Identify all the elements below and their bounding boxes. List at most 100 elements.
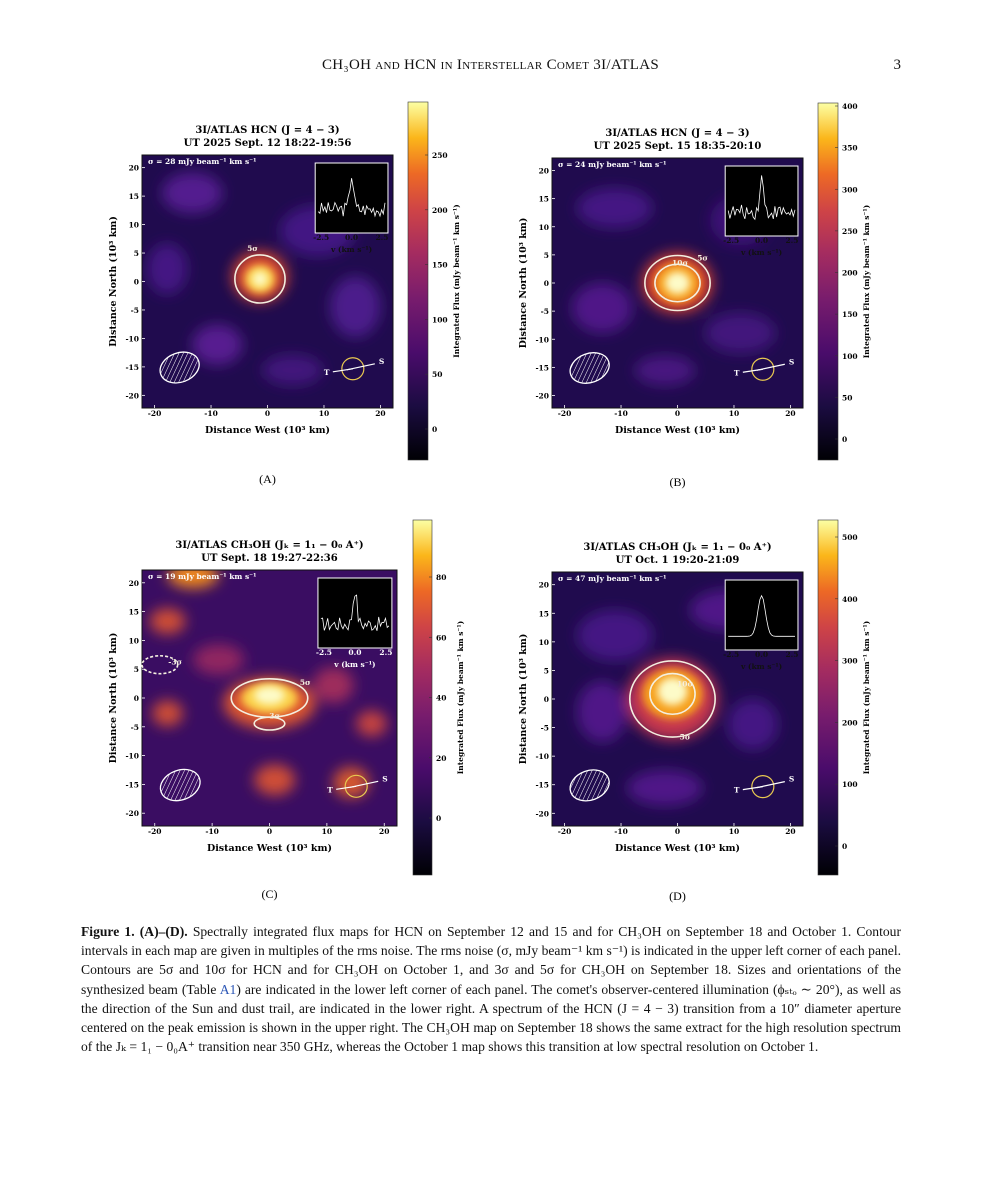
illumination [751,357,775,381]
inset-spectrum [317,178,386,218]
trail-label: T [734,368,740,377]
colorbar-tick-label: 300 [842,185,858,194]
emission-blob [149,608,186,634]
colorbar-tick-label: 100 [842,780,858,789]
emission-blob [627,770,703,806]
x-tick-label: -20 [558,409,572,418]
trail-arrow [742,786,763,791]
y-tick-label: -10 [535,335,549,344]
trail-arrow [742,368,763,373]
emission-blob [167,570,219,588]
colorbar-tick-label: 60 [436,633,446,642]
y-tick-label: 20 [129,579,139,588]
panel-title: 3I/ATLAS CH₃OH (Jₖ = 1₁ − 0₀ A⁺) [583,542,771,553]
y-tick-label: 0 [134,694,139,703]
inset-tick-label: 0.0 [755,650,768,659]
inset [724,579,799,651]
y-tick-label: 10 [539,638,549,647]
emission-blob [356,710,387,737]
panel-label: (D) [669,889,686,903]
contour [644,254,711,312]
core [664,271,691,295]
emission-blob [254,686,285,705]
x-tick-label: -10 [204,409,218,418]
y-tick-label: -20 [535,809,549,818]
emission [147,172,381,386]
y-tick-label: -5 [131,306,139,315]
colorbar-tick-label: 200 [432,206,448,215]
panel-label: (A) [259,472,276,486]
y-tick-label: -20 [125,809,139,818]
inset-axis-label: v (km s⁻¹) [740,662,782,671]
colorbar-tick-label: 200 [842,718,858,727]
inset [317,577,393,649]
page-number: 3 [893,57,902,73]
table-link[interactable]: A1 [219,981,237,997]
caption-label: Figure 1. (A)–(D). [81,924,188,939]
y-tick-label: 0 [134,278,139,287]
contour-label: -3σ [168,658,182,667]
emission-blob [252,271,268,287]
y-tick-label: -10 [535,752,549,761]
header-title: CH₃OH and HCN in Interstellar Comet 3I/A… [321,57,660,73]
emission-blob [577,610,653,661]
colorbar-tick-label: 500 [842,533,858,542]
y-tick-label: 20 [539,581,549,590]
rms-note: σ = 19 mJy beam⁻¹ km s⁻¹ [148,572,256,581]
panel: 3I/ATLAS HCN (J = 4 − 3) UT 2025 Sept. 12… [108,101,461,486]
inset-tick-label: -2.5 [723,236,739,245]
inset-spectrum [320,594,390,631]
y-tick-label: 15 [539,609,549,618]
emission-blob [312,667,354,704]
emission-blob [577,681,628,743]
y-tick-label: 15 [129,192,139,201]
x-tick-label: 10 [322,827,332,836]
colorbar-tick-label: 0 [436,814,441,823]
y-tick-label: 20 [539,167,549,176]
panel-title: UT 2025 Sept. 12 18:22-19:56 [184,138,352,149]
contour [629,660,716,738]
colorbar-tick-label: 350 [842,144,858,153]
y-tick-label: 0 [544,695,549,704]
contour-label: 5σ [247,244,258,253]
trail-label: T [734,786,740,795]
colorbar-tick-label: 50 [432,370,442,379]
inset-tick-label: 2.5 [785,236,798,245]
x-axis-label: Distance West (10³ km) [207,843,332,854]
emission-blob [152,700,183,727]
core [252,271,268,287]
emission-blob [192,324,243,365]
core [254,686,285,705]
y-tick-label: 5 [544,666,549,675]
emission-blob [254,764,295,796]
y-tick-label: -10 [125,752,139,761]
x-tick-label: -20 [148,827,162,836]
y-tick-label: -15 [535,363,549,372]
panel-title: UT 2025 Sept. 15 18:35-20:10 [594,141,762,152]
emission-blob [657,677,688,706]
y-tick-label: -15 [125,780,139,789]
panel: 3I/ATLAS CH₃OH (Jₖ = 1₁ − 0₀ A⁺) UT Oct. … [518,519,871,903]
emission-blob [634,355,696,386]
y-tick-label: -5 [131,723,139,732]
sun-label: S [789,357,794,366]
emission-blob [330,276,381,338]
emission-blob [664,271,691,295]
x-tick-label: 0 [265,409,270,418]
emission-blob [577,188,653,228]
panel-title: UT Sept. 18 19:27-22:36 [201,553,337,564]
panel-title: 3I/ATLAS HCN (J = 4 − 3) [195,125,339,136]
x-tick-label: -10 [614,827,628,836]
inset-axis-label: v (km s⁻¹) [740,248,782,257]
x-tick-label: -20 [558,827,572,836]
x-tick-label: 10 [729,827,739,836]
inset-spectrum [727,175,796,221]
colorbar-label: Integrated Flux (mJy beam⁻¹ km s⁻¹) [456,621,465,774]
inset-tick-label: 0.0 [348,648,361,657]
contour [141,654,179,675]
illumination [344,774,368,798]
y-tick-label: -20 [125,391,139,400]
colorbar-tick-label: 40 [436,694,446,703]
emission-blob [333,767,369,798]
